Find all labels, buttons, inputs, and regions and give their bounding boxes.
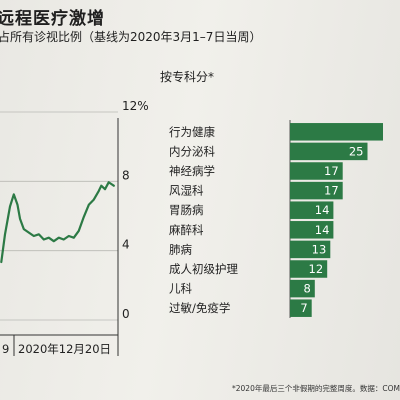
bar xyxy=(290,181,343,200)
bar-category-label: 风湿科 xyxy=(169,184,204,198)
bar-category-label: 肺病 xyxy=(169,242,192,256)
line-chart-labels: 0 4 8 12% 9 2020年12月20日 xyxy=(2,99,149,356)
line-chart-axes xyxy=(0,118,119,356)
chart-subtitle: 占所有诊视比例（基线为2020年3月1–7日当周） xyxy=(0,30,262,44)
bar xyxy=(290,240,331,259)
bar-category-label: 神经病学 xyxy=(169,164,215,178)
bar-category-label: 成人初级护理 xyxy=(169,262,238,276)
bar-value-label: 13 xyxy=(312,242,327,256)
x-tick-label: 2020年12月20日 xyxy=(18,342,111,356)
bar-value-label: 17 xyxy=(324,164,339,178)
bar-value-label: 12 xyxy=(309,262,324,276)
bar-value-label: 14 xyxy=(315,223,330,237)
bar-category-label: 胃肠病 xyxy=(169,203,204,217)
bar-category-label: 行为健康 xyxy=(169,125,215,139)
line-chart-series xyxy=(0,181,115,264)
bar-chart-bars: 25 17 17 14 14 13 12 8 7 xyxy=(290,123,383,317)
bar-category-label: 麻醉科 xyxy=(169,223,204,237)
bar xyxy=(290,142,368,161)
bar xyxy=(290,260,328,278)
bar-value-label: 25 xyxy=(349,144,364,158)
bar-category-label: 过敏/免疫学 xyxy=(169,301,230,315)
x-tick-label: 9 xyxy=(2,342,9,356)
bar xyxy=(290,201,334,219)
y-tick-label: 4 xyxy=(122,238,130,252)
bar-value-label: 17 xyxy=(324,184,339,198)
bar xyxy=(290,299,312,317)
footnote: *2020年最后三个非假期的完整周度。数据：COMP xyxy=(232,384,400,393)
bar-category-label: 儿科 xyxy=(169,282,192,296)
bar-category-label: 内分泌科 xyxy=(169,144,215,158)
y-tick-label: 0 xyxy=(122,307,130,321)
bar xyxy=(290,279,315,298)
bar xyxy=(290,123,383,141)
line-series xyxy=(0,181,115,264)
bar xyxy=(290,162,343,180)
line-chart-gridlines xyxy=(0,111,118,321)
bar-section-title: 按专科分* xyxy=(160,70,215,84)
bar-value-label: 7 xyxy=(300,301,307,315)
bar xyxy=(290,221,334,239)
y-tick-label: 12% xyxy=(122,99,149,113)
bar-value-label: 8 xyxy=(303,282,310,296)
chart-title: 远程医疗激增 xyxy=(0,9,105,29)
y-tick-label: 8 xyxy=(122,168,130,182)
bar-value-label: 14 xyxy=(315,203,330,217)
